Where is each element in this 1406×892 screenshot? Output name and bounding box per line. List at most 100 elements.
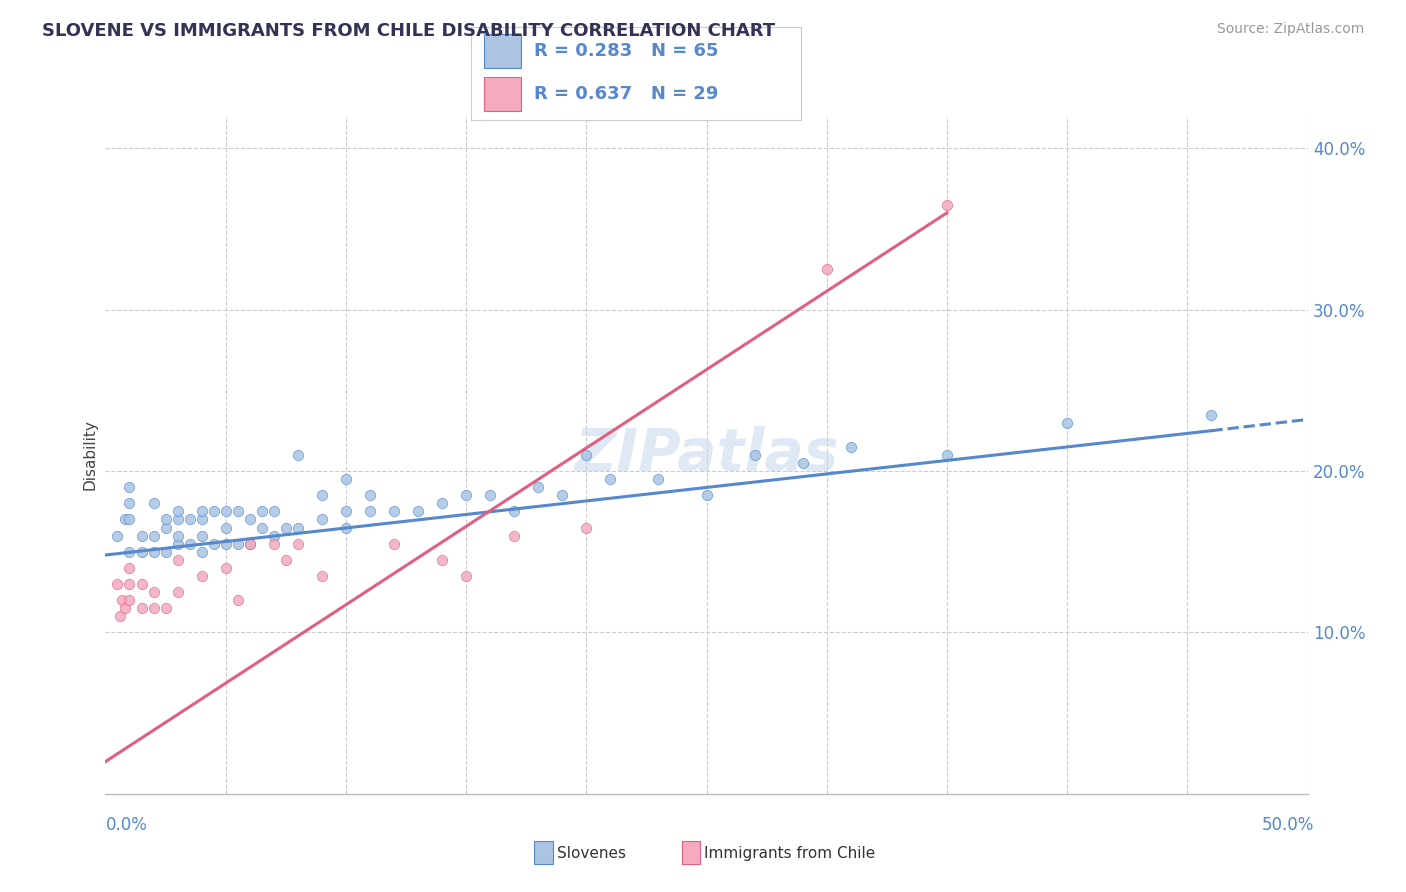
Point (131, 601, 153, 615)
Point (155, 512, 177, 526)
Point (382, 537, 405, 551)
Point (190, 569, 212, 583)
Point (359, 504, 381, 518)
Point (166, 553, 188, 567)
Text: SLOVENE VS IMMIGRANTS FROM CHILE DISABILITY CORRELATION CHART: SLOVENE VS IMMIGRANTS FROM CHILE DISABIL… (42, 22, 775, 40)
Point (503, 528, 526, 542)
Point (274, 520, 297, 534)
Point (166, 528, 188, 542)
Point (936, 448, 959, 462)
Point (226, 593, 249, 607)
Point (263, 528, 285, 542)
Point (239, 537, 262, 551)
Point (311, 512, 333, 526)
Point (114, 601, 136, 615)
Point (190, 504, 212, 518)
Point (503, 504, 526, 518)
Point (179, 537, 201, 551)
Point (287, 448, 309, 462)
Point (118, 577, 141, 591)
Point (118, 593, 141, 607)
Point (179, 512, 201, 526)
Point (274, 553, 297, 567)
Point (226, 537, 249, 551)
Point (118, 561, 141, 575)
Point (131, 545, 153, 559)
Point (599, 472, 621, 486)
Point (214, 504, 236, 518)
Bar (484, 78, 520, 111)
Point (202, 537, 225, 551)
Point (287, 520, 309, 534)
Point (406, 504, 429, 518)
Point (1201, 408, 1223, 422)
Point (359, 488, 381, 502)
Point (142, 545, 165, 559)
Point (166, 512, 188, 526)
Text: Immigrants from Chile: Immigrants from Chile (704, 847, 876, 861)
Point (479, 488, 502, 502)
Point (792, 456, 814, 470)
Point (114, 512, 136, 526)
Point (575, 448, 598, 462)
Point (166, 585, 188, 599)
Point (131, 528, 153, 542)
Point (118, 496, 141, 510)
Point (214, 561, 236, 575)
Bar (484, 34, 520, 68)
Point (454, 569, 477, 583)
Point (239, 512, 262, 526)
Y-axis label: Disability: Disability (82, 419, 97, 491)
Point (696, 488, 718, 502)
Point (430, 553, 453, 567)
Point (142, 528, 165, 542)
Point (142, 496, 165, 510)
Point (166, 504, 188, 518)
Point (226, 504, 249, 518)
Point (335, 472, 357, 486)
Point (815, 262, 838, 277)
Point (744, 448, 766, 462)
Point (155, 545, 177, 559)
Point (647, 472, 669, 486)
Point (382, 504, 405, 518)
Point (107, 577, 129, 591)
Point (118, 512, 141, 526)
Text: Source: ZipAtlas.com: Source: ZipAtlas.com (1216, 22, 1364, 37)
Point (454, 488, 477, 502)
Text: 0.0%: 0.0% (105, 816, 148, 834)
Point (311, 569, 333, 583)
Text: R = 0.637   N = 29: R = 0.637 N = 29 (534, 86, 718, 103)
Point (118, 545, 141, 559)
Text: R = 0.283   N = 65: R = 0.283 N = 65 (534, 42, 718, 60)
Text: Slovenes: Slovenes (557, 847, 626, 861)
Point (107, 528, 129, 542)
Point (551, 488, 574, 502)
Point (166, 537, 188, 551)
Point (214, 537, 236, 551)
Point (250, 520, 273, 534)
Point (575, 520, 598, 534)
Point (239, 537, 262, 551)
Point (430, 496, 453, 510)
Point (936, 198, 959, 212)
Point (190, 528, 212, 542)
Point (155, 520, 177, 534)
Point (263, 504, 285, 518)
Point (311, 488, 333, 502)
Point (527, 480, 550, 494)
Point (202, 504, 225, 518)
Point (131, 577, 153, 591)
Point (335, 520, 357, 534)
Point (1056, 416, 1078, 430)
Point (839, 440, 862, 454)
Point (214, 520, 236, 534)
Text: 50.0%: 50.0% (1263, 816, 1315, 834)
Point (263, 537, 285, 551)
Point (287, 537, 309, 551)
Point (190, 512, 212, 526)
Point (111, 593, 134, 607)
Point (250, 504, 273, 518)
Point (108, 609, 131, 624)
Point (335, 504, 357, 518)
